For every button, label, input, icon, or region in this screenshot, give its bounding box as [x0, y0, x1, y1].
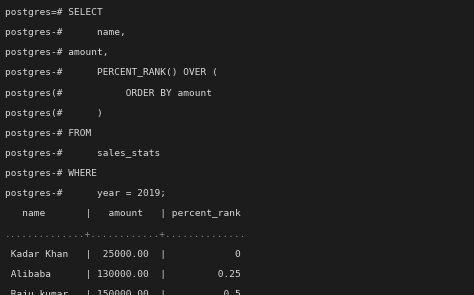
- Text: postgres=# SELECT: postgres=# SELECT: [5, 8, 103, 17]
- Text: postgres-# WHERE: postgres-# WHERE: [5, 169, 97, 178]
- Text: postgres-#      PERCENT_RANK() OVER (: postgres-# PERCENT_RANK() OVER (: [5, 68, 218, 77]
- Text: postgres-#      year = 2019;: postgres-# year = 2019;: [5, 189, 166, 198]
- Text: postgres(#           ORDER BY amount: postgres(# ORDER BY amount: [5, 88, 212, 98]
- Text: Kadar Khan   |  25000.00  |            0: Kadar Khan | 25000.00 | 0: [5, 250, 241, 259]
- Text: Raju kumar   | 150000.00  |          0.5: Raju kumar | 150000.00 | 0.5: [5, 290, 241, 295]
- Text: postgres-#      name,: postgres-# name,: [5, 28, 126, 37]
- Text: postgres(#      ): postgres(# ): [5, 109, 103, 118]
- Text: ..............+............+..............: ..............+............+............…: [5, 230, 246, 239]
- Text: Alibaba      | 130000.00  |         0.25: Alibaba | 130000.00 | 0.25: [5, 270, 241, 279]
- Text: postgres-# FROM: postgres-# FROM: [5, 129, 91, 138]
- Text: postgres-#      sales_stats: postgres-# sales_stats: [5, 149, 160, 158]
- Text: name       |   amount   | percent_rank: name | amount | percent_rank: [5, 209, 241, 218]
- Text: postgres-# amount,: postgres-# amount,: [5, 48, 109, 57]
